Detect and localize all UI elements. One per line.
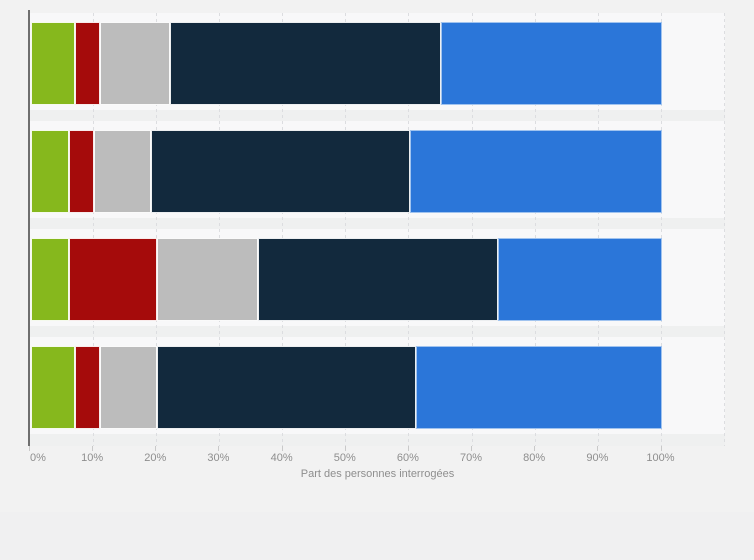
axis-tick [155,446,157,451]
segment-dark-red[interactable] [68,238,158,322]
x-tick-label: 0% [30,452,46,464]
segment-gray[interactable] [100,346,158,430]
segment-blue[interactable] [416,346,663,430]
segment-green[interactable] [31,346,76,430]
plot-area [30,13,725,446]
segment-dark-navy[interactable] [150,130,410,214]
bar-row [31,238,663,322]
gridline [534,13,536,446]
x-tick-label: 20% [144,452,167,464]
segment-blue[interactable] [441,22,663,105]
segment-blue[interactable] [409,130,663,214]
footer-strip [0,512,754,560]
x-tick-label: 30% [207,452,230,464]
gridline [408,13,410,446]
axis-tick [281,446,283,451]
x-tick-label: 60% [396,452,419,464]
x-axis-title: Part des personnes interrogées [300,468,455,480]
category-axis-line [28,10,30,446]
segment-dark-navy[interactable] [258,238,499,322]
gridline [345,13,347,446]
gridline [661,13,662,446]
x-tick-label: 70% [460,452,483,464]
segment-gray[interactable] [94,130,151,214]
segment-green[interactable] [31,130,69,214]
segment-dark-red[interactable] [75,22,101,105]
axis-tick [660,446,662,451]
gridline-plot-edge [724,13,725,446]
gridline [155,13,157,446]
segment-blue[interactable] [498,238,663,322]
gridline [471,13,473,446]
segment-dark-navy[interactable] [169,22,442,105]
axis-tick [92,446,94,451]
segment-green[interactable] [31,238,69,322]
x-tick-label: 100% [646,452,675,464]
segment-dark-red[interactable] [75,346,101,430]
segment-gray[interactable] [100,22,170,105]
axis-tick [534,446,536,451]
axis-tick [218,446,220,451]
bar-row [31,130,663,214]
gridline [218,13,220,446]
axis-tick [597,446,599,451]
segment-gray[interactable] [157,238,259,322]
x-tick-label: 90% [586,452,609,464]
axis-tick [407,446,409,451]
bar-row [31,346,663,430]
segment-dark-red[interactable] [68,130,95,214]
bar-row [31,22,663,105]
gridline [92,13,94,446]
x-tick-label: 40% [270,452,293,464]
gridline [597,13,599,446]
x-tick-label: 10% [81,452,104,464]
axis-tick [471,446,473,451]
x-tick-label: 50% [333,452,356,464]
x-tick-label: 80% [523,452,546,464]
axis-tick [344,446,346,451]
axis-tick [29,446,30,451]
segment-green[interactable] [31,22,76,105]
segment-dark-navy[interactable] [157,346,417,430]
gridline [282,13,284,446]
